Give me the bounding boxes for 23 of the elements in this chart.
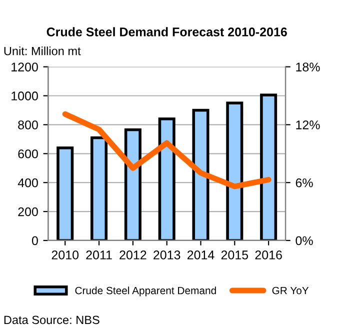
- y2-tick-label: 18%: [296, 62, 320, 72]
- source-note: Data Source: NBS: [4, 316, 100, 324]
- x-tick-label: 2011: [86, 250, 112, 260]
- y-tick-label: 1000: [12, 92, 38, 100]
- x-tick-label: 2015: [221, 250, 248, 260]
- y-tick-label: 600: [18, 149, 38, 158]
- y-tick-label: 400: [18, 178, 38, 188]
- y2-tick-label: 0%: [296, 236, 313, 246]
- y-tick-label: 200: [18, 207, 38, 216]
- y2-tick-label: 6%: [296, 178, 313, 188]
- text: Unit: Million mt: [4, 46, 81, 56]
- y-tick-label: 1200: [12, 62, 38, 72]
- y2-tick-label: 12%: [296, 120, 320, 130]
- x-tick-label: 2016: [255, 250, 282, 260]
- legend-label: Crude Steel Apparent Demand: [75, 286, 216, 296]
- x-tick-label: 2013: [154, 250, 180, 260]
- x-tick-label: 2012: [120, 250, 146, 260]
- x-tick-label: 2010: [52, 250, 79, 260]
- legend-label: GR YoY: [272, 286, 309, 294]
- y-tick-label: 0: [32, 236, 38, 246]
- chart-title: Crude Steel Demand Forecast 2010-2016: [46, 27, 287, 36]
- x-tick-label: 2014: [187, 250, 214, 260]
- y-tick-label: 800: [18, 120, 38, 130]
